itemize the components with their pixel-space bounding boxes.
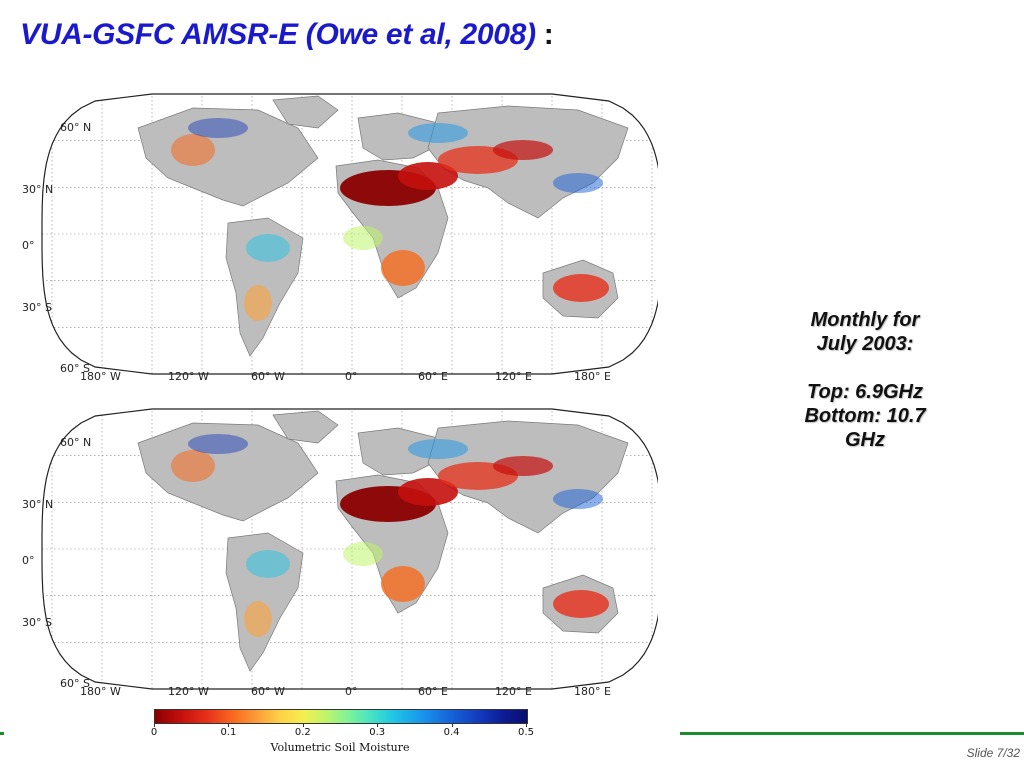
latitude-label: 30° S xyxy=(22,301,52,314)
moisture-patch xyxy=(188,118,248,138)
slide-title: VUA-GSFC AMSR-E (Owe et al, 2008) : xyxy=(20,18,554,52)
moisture-patch xyxy=(493,456,553,476)
moisture-patch xyxy=(398,162,458,190)
longitude-label: 60° E xyxy=(418,685,448,698)
colorbar-tick xyxy=(377,723,379,727)
moisture-patch xyxy=(381,566,425,602)
map-border xyxy=(41,408,658,690)
moisture-patch xyxy=(171,450,215,482)
longitude-label: 180° W xyxy=(80,685,121,698)
footer-left-mark xyxy=(0,732,4,735)
slide-number: Slide 7/32 xyxy=(966,746,1020,760)
landmass-europe xyxy=(357,112,439,161)
colorbar-tick xyxy=(154,723,155,727)
moisture-patch xyxy=(244,601,272,637)
latitude-label: 60° N xyxy=(60,436,92,449)
longitude-label: 0° xyxy=(345,685,358,698)
moisture-patch xyxy=(408,123,468,143)
colorbar-legend: 0 0.1 0.2 0.3 0.4 0.5 Volumetric Soil Moistur… xyxy=(150,707,534,767)
colorbar-tick-label: 0.1 xyxy=(220,727,237,738)
latitude-label: 30° N xyxy=(22,498,54,511)
caption-line-4: Bottom: 10.7 xyxy=(804,405,926,427)
slide-title-text: VUA-GSFC AMSR-E (Owe et al, 2008) xyxy=(20,18,536,51)
latitude-label: 60° S xyxy=(60,677,90,690)
latitude-label: 0° xyxy=(22,554,35,567)
moisture-patch xyxy=(188,434,248,454)
longitude-label: 120° E xyxy=(495,685,532,698)
colorbar-tick-label: 0 xyxy=(150,727,158,738)
longitude-label: 0° xyxy=(345,370,358,383)
landmass-greenland xyxy=(272,410,339,444)
colorbar-tick-label: 0.2 xyxy=(294,727,311,738)
map-caption: Monthly for July 2003: Top: 6.9GHz Botto… xyxy=(770,308,960,452)
caption-line-5: GHz xyxy=(845,429,885,451)
map-border xyxy=(41,93,658,375)
longitude-label: 60° E xyxy=(418,370,448,383)
colorbar-tick-label: 0.5 xyxy=(518,727,534,738)
moisture-patch xyxy=(171,134,215,166)
longitude-label: 120° E xyxy=(495,370,532,383)
soil-moisture-map-10-7ghz: 60° N 30° N 0° 30° S 60° S 180° W 120° W 60° W 0… xyxy=(18,403,658,703)
longitude-label: 120° W xyxy=(168,685,209,698)
landmass-north-america xyxy=(137,107,319,207)
moisture-patch xyxy=(553,489,603,509)
caption-line-1: Monthly for xyxy=(810,309,920,331)
moisture-patch xyxy=(246,234,290,262)
soil-moisture-map-6-9ghz: 60° N 30° N 0° 30° S 60° S 180° W 120° W 60° W 0… xyxy=(18,88,658,388)
latitude-label: 0° xyxy=(22,239,35,252)
colorbar-tick xyxy=(451,723,453,727)
world-map-svg xyxy=(41,408,658,690)
slide-title-colon: : xyxy=(535,18,554,51)
world-map-svg xyxy=(41,93,658,375)
moisture-patch xyxy=(408,439,468,459)
longitude-label: 120° W xyxy=(168,370,209,383)
longitude-label: 60° W xyxy=(251,685,285,698)
colorbar-tick-label: 0.3 xyxy=(369,727,386,738)
latitude-label: 60° S xyxy=(60,362,90,375)
colorbar-tick-label: 0.4 xyxy=(443,727,460,738)
moisture-patch xyxy=(343,226,383,250)
moisture-patch xyxy=(343,542,383,566)
caption-line-3: Top: 6.9GHz xyxy=(807,381,923,403)
longitude-label: 180° E xyxy=(574,685,611,698)
latitude-label: 30° S xyxy=(22,616,52,629)
moisture-patch xyxy=(246,550,290,578)
colorbar-tick xyxy=(302,723,304,727)
colorbar-gradient xyxy=(154,709,528,724)
moisture-patch xyxy=(244,285,272,321)
moisture-patch xyxy=(381,250,425,286)
colorbar-tick xyxy=(526,723,527,727)
latitude-label: 60° N xyxy=(60,121,92,134)
landmass-north-america xyxy=(137,422,319,522)
longitude-label: 180° W xyxy=(80,370,121,383)
colorbar-title: Volumetric Soil Moisture xyxy=(270,741,410,754)
longitude-label: 180° E xyxy=(574,370,611,383)
longitude-label: 60° W xyxy=(251,370,285,383)
moisture-patch xyxy=(398,478,458,506)
colorbar-tick xyxy=(228,723,230,727)
footer-rule xyxy=(680,732,1024,735)
latitude-label: 30° N xyxy=(22,183,54,196)
caption-line-2: July 2003: xyxy=(816,333,914,355)
moisture-patch xyxy=(553,590,609,618)
landmass-europe xyxy=(357,427,439,476)
moisture-patch xyxy=(493,140,553,160)
moisture-patch xyxy=(553,274,609,302)
landmass-greenland xyxy=(272,95,339,129)
moisture-patch xyxy=(553,173,603,193)
